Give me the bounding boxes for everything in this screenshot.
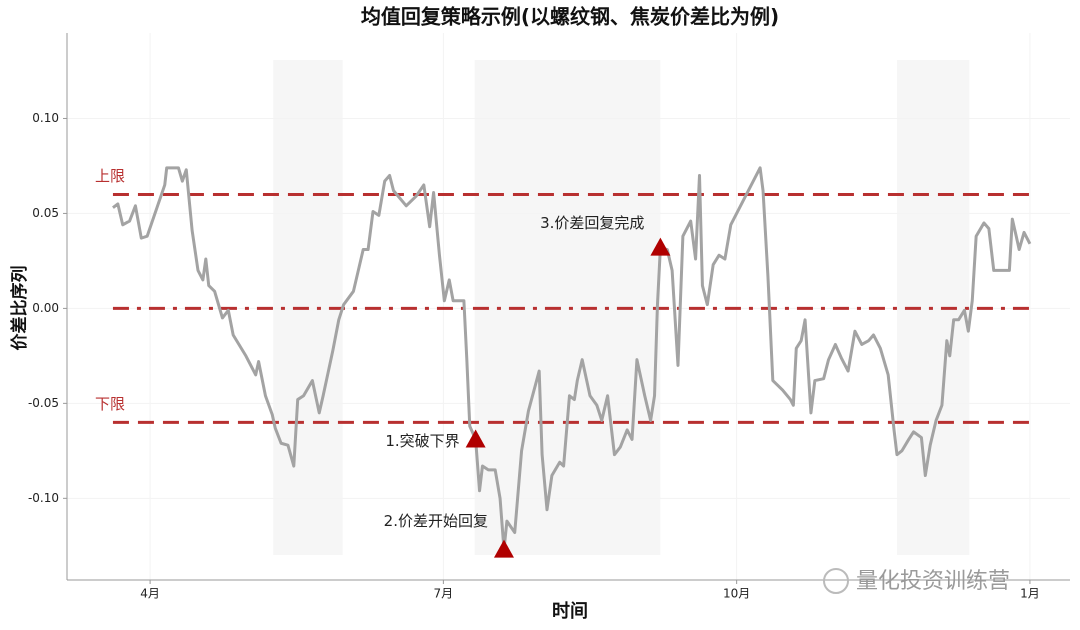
x-tick-label: 1月 [1020, 587, 1040, 601]
y-tick-label: -0.10 [28, 491, 59, 505]
annotation-label: 3.价差回复完成 [540, 214, 644, 232]
watermark-icon [823, 568, 849, 594]
y-tick-label: 0.10 [32, 111, 59, 125]
watermark: 量化投资训练营 [856, 569, 1010, 594]
x-axis-label: 时间 [552, 601, 588, 622]
annotation-marker [493, 539, 514, 558]
annotation-label: 1.突破下界 [385, 432, 459, 450]
annotation-label: 2.价差开始回复 [384, 512, 488, 530]
annotation-marker [465, 429, 486, 448]
annotation-marker [650, 237, 671, 256]
x-tick-label: 10月 [723, 587, 750, 601]
reference-label: 上限 [95, 167, 125, 185]
y-axis-label: 价差比序列 [9, 266, 30, 351]
x-tick-label: 4月 [140, 587, 160, 601]
data-line [112, 166, 1032, 552]
chart-title: 均值回复策略示例(以螺纹钢、焦炭价差比为例) [361, 5, 779, 29]
x-tick-label: 7月 [434, 587, 454, 601]
y-tick-label: 0.00 [32, 301, 59, 315]
y-tick-label: 0.05 [32, 206, 59, 220]
reference-label: 下限 [95, 395, 125, 413]
y-tick-label: -0.05 [28, 396, 59, 410]
